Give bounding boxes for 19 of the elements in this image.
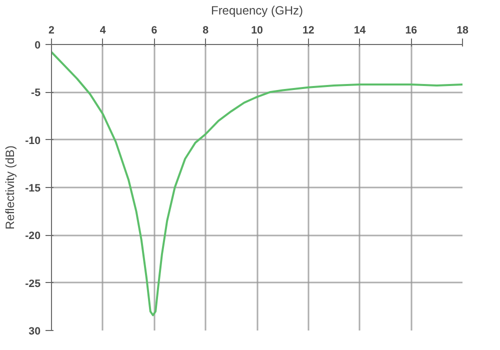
x-tick-label: 6 (151, 24, 158, 36)
x-tick-label: 4 (100, 24, 106, 36)
y-tick-label: -20 (25, 230, 41, 242)
x-axis-title: Frequency (GHz) (210, 4, 304, 18)
y-tick-label: 30 (28, 326, 41, 338)
x-tick-label: 18 (456, 24, 468, 36)
y-tick-label: -5 (31, 87, 41, 100)
line-series (52, 51, 462, 316)
x-tick-label: 2 (48, 24, 55, 36)
y-tick-label: -25 (25, 278, 41, 290)
x-tick-label: 16 (405, 24, 418, 36)
y-axis-title: Reflectivity (dB) (3, 145, 18, 230)
x-tick-label: 10 (251, 24, 263, 36)
x-tick-label: 14 (354, 24, 366, 36)
y-tick-label: 0 (34, 40, 41, 52)
y-tick-label: -10 (25, 134, 41, 147)
y-tick-label: -15 (25, 182, 41, 194)
x-tick-label: 8 (202, 24, 209, 36)
x-tick-label: 12 (302, 24, 314, 36)
